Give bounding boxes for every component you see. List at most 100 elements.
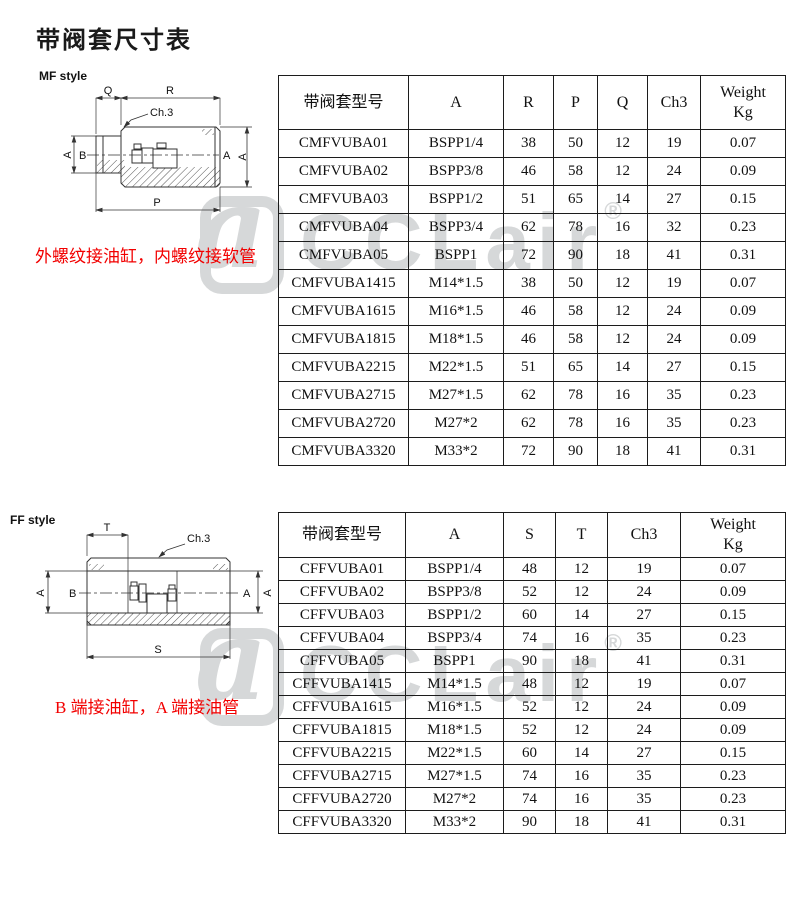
column-header: Ch3: [647, 75, 701, 130]
table-row: CMFVUBA01 BSPP1/4 38 50 12 19 0.07: [278, 129, 786, 158]
value-cell: 51: [503, 185, 554, 214]
header-row: 带阀套型号 A S T Ch3 Weight Kg: [278, 512, 786, 558]
value-cell: BSPP1/2: [408, 185, 504, 214]
table-row: CMFVUBA2215 M22*1.5 51 65 14 27 0.15: [278, 353, 786, 382]
mf-dim-r-label: R: [166, 85, 174, 97]
column-header: 带阀套型号: [278, 512, 406, 558]
value-cell: 0.23: [700, 381, 786, 410]
mf-port-a-label: A: [223, 150, 231, 162]
value-cell: 78: [553, 381, 598, 410]
ff-port-a-label: A: [243, 588, 251, 600]
value-cell: 78: [553, 213, 598, 242]
value-cell: 19: [647, 129, 701, 158]
value-cell: 27: [607, 741, 681, 765]
value-cell: 24: [607, 718, 681, 742]
value-cell: 90: [503, 810, 556, 834]
model-cell: CMFVUBA03: [278, 185, 409, 214]
value-cell: M27*2: [405, 787, 504, 811]
value-cell: BSPP1: [405, 649, 504, 673]
value-cell: 90: [553, 437, 598, 466]
value-cell: 0.09: [680, 695, 786, 719]
mf-port-b-label: B: [79, 150, 86, 162]
value-cell: 0.23: [680, 764, 786, 788]
ff-port-b-label: B: [69, 588, 76, 600]
value-cell: 62: [503, 381, 554, 410]
value-cell: 72: [503, 437, 554, 466]
value-cell: 48: [503, 672, 556, 696]
value-cell: 0.23: [700, 409, 786, 438]
table-row: CFFVUBA03 BSPP1/2 60 14 27 0.15: [278, 603, 786, 627]
value-cell: 27: [647, 353, 701, 382]
drawing-geometry: [45, 532, 263, 660]
mf-dim-p-label: P: [153, 197, 160, 209]
value-cell: 0.07: [680, 672, 786, 696]
value-cell: 0.23: [680, 787, 786, 811]
value-cell: 12: [555, 695, 608, 719]
value-cell: 24: [647, 325, 701, 354]
value-cell: 0.23: [680, 626, 786, 650]
value-cell: 12: [555, 557, 608, 581]
column-header: Ch3: [607, 512, 681, 558]
value-cell: 0.15: [680, 741, 786, 765]
value-cell: 90: [503, 649, 556, 673]
value-cell: 0.07: [680, 557, 786, 581]
value-cell: 50: [553, 129, 598, 158]
value-cell: BSPP1/4: [405, 557, 504, 581]
value-cell: 74: [503, 626, 556, 650]
table-row: CFFVUBA05 BSPP1 90 18 41 0.31: [278, 649, 786, 673]
ff-dim-a-left-label: A: [35, 589, 47, 597]
value-cell: M22*1.5: [405, 741, 504, 765]
table-row: CMFVUBA04 BSPP3/4 62 78 16 32 0.23: [278, 213, 786, 242]
value-cell: 51: [503, 353, 554, 382]
value-cell: 24: [647, 297, 701, 326]
value-cell: 35: [647, 409, 701, 438]
value-cell: 65: [553, 185, 598, 214]
header-row: 带阀套型号 A R P Q Ch3 Weight Kg: [278, 75, 786, 130]
column-header: T: [555, 512, 608, 558]
value-cell: 52: [503, 580, 556, 604]
model-cell: CFFVUBA2215: [278, 741, 406, 765]
value-cell: 0.31: [700, 437, 786, 466]
value-cell: 16: [555, 787, 608, 811]
value-cell: 19: [607, 557, 681, 581]
value-cell: M27*2: [408, 409, 504, 438]
mf-dimension-table: 带阀套型号 A R P Q Ch3 Weight Kg CMFVUBA01 BSPP1/4 38 5…: [278, 75, 786, 466]
value-cell: BSPP3/4: [408, 213, 504, 242]
model-cell: CMFVUBA05: [278, 241, 409, 270]
value-cell: 46: [503, 297, 554, 326]
value-cell: 0.31: [680, 810, 786, 834]
value-cell: 0.07: [700, 269, 786, 298]
value-cell: M14*1.5: [405, 672, 504, 696]
value-cell: M33*2: [405, 810, 504, 834]
value-cell: 16: [555, 764, 608, 788]
ff-dim-t-label: T: [104, 522, 111, 534]
ff-connection-caption: B 端接油缸，A 端接油管: [55, 698, 240, 717]
table-row: CMFVUBA05 BSPP1 72 90 18 41 0.31: [278, 241, 786, 270]
table-row: CFFVUBA1815 M18*1.5 52 12 24 0.09: [278, 718, 786, 742]
column-header: P: [553, 75, 598, 130]
value-cell: M18*1.5: [405, 718, 504, 742]
value-cell: 14: [597, 353, 648, 382]
value-cell: 18: [597, 241, 648, 270]
value-cell: 32: [647, 213, 701, 242]
value-cell: 18: [555, 810, 608, 834]
value-cell: 38: [503, 269, 554, 298]
value-cell: M22*1.5: [408, 353, 504, 382]
table-row: CMFVUBA03 BSPP1/2 51 65 14 27 0.15: [278, 185, 786, 214]
value-cell: 35: [607, 626, 681, 650]
model-cell: CFFVUBA3320: [278, 810, 406, 834]
model-cell: CFFVUBA01: [278, 557, 406, 581]
model-cell: CFFVUBA03: [278, 603, 406, 627]
value-cell: 19: [647, 269, 701, 298]
table-row: CMFVUBA3320 M33*2 72 90 18 41 0.31: [278, 437, 786, 466]
value-cell: 0.15: [680, 603, 786, 627]
value-cell: 14: [555, 603, 608, 627]
value-cell: 14: [555, 741, 608, 765]
model-cell: CMFVUBA02: [278, 157, 409, 186]
value-cell: 52: [503, 695, 556, 719]
value-cell: 46: [503, 157, 554, 186]
ff-dim-a-outer-label: A: [262, 589, 274, 597]
value-cell: 16: [597, 409, 648, 438]
ff-dimension-table: 带阀套型号 A S T Ch3 Weight Kg CFFVUBA01 BSPP1/4 48 12…: [278, 512, 786, 834]
value-cell: 12: [597, 297, 648, 326]
